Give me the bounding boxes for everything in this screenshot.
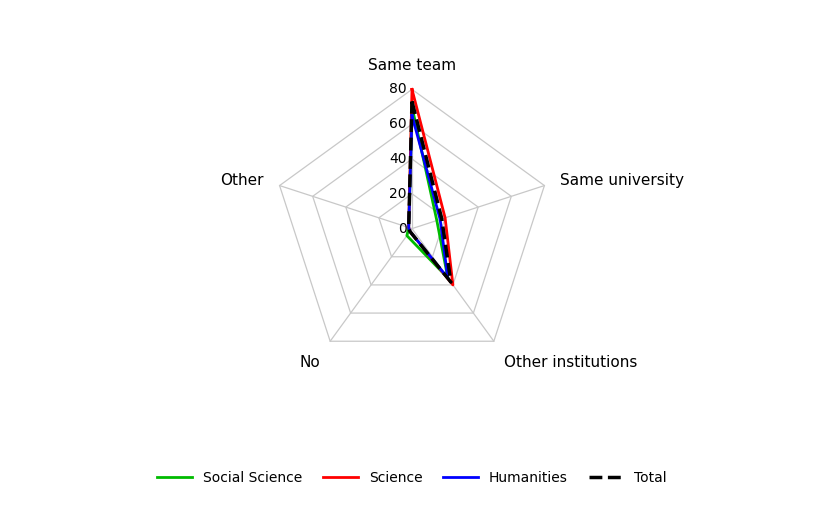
Text: 80: 80 — [389, 82, 406, 97]
Text: 40: 40 — [389, 152, 406, 166]
Text: Same team: Same team — [368, 58, 456, 73]
Text: Other: Other — [220, 173, 264, 188]
Legend: Social Science, Science, Humanities, Total: Social Science, Science, Humanities, Tot… — [152, 466, 672, 491]
Text: 20: 20 — [389, 187, 406, 201]
Text: 60: 60 — [389, 117, 406, 131]
Text: Same university: Same university — [560, 173, 684, 188]
Text: 0: 0 — [398, 221, 406, 236]
Text: No: No — [300, 355, 321, 370]
Text: Other institutions: Other institutions — [503, 355, 637, 370]
